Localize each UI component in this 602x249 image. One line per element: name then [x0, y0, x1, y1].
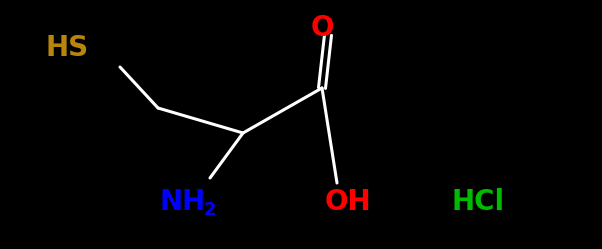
- Text: O: O: [310, 14, 334, 42]
- Text: NH: NH: [160, 188, 206, 216]
- Text: OH: OH: [325, 188, 371, 216]
- Text: 2: 2: [204, 201, 217, 219]
- Text: HCl: HCl: [452, 188, 505, 216]
- Text: HS: HS: [45, 34, 88, 62]
